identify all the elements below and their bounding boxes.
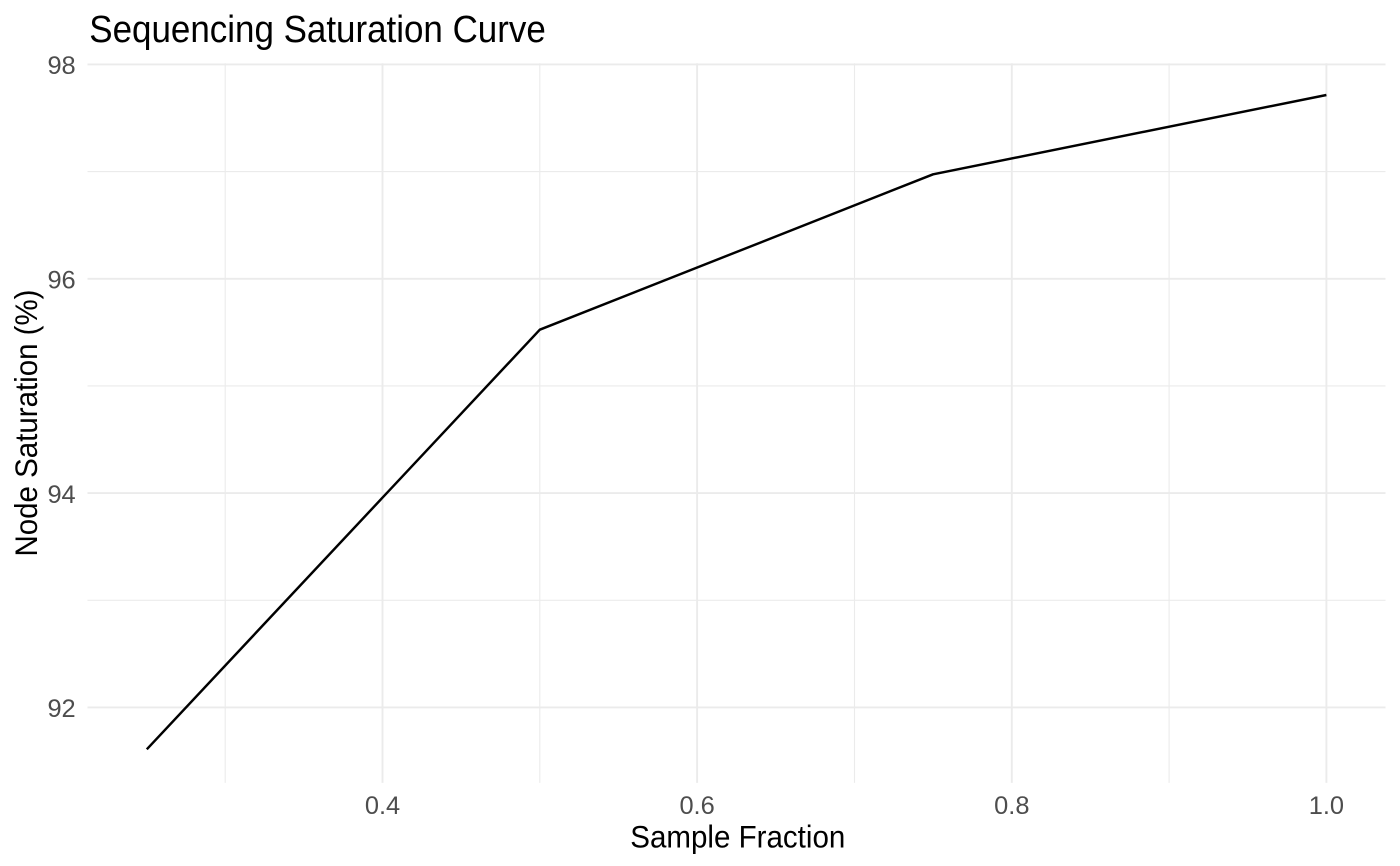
svg-text:96: 96 (47, 267, 75, 295)
svg-text:Sample Fraction: Sample Fraction (630, 819, 845, 855)
svg-text:Sequencing Saturation Curve: Sequencing Saturation Curve (89, 9, 546, 51)
svg-text:Node Saturation (%): Node Saturation (%) (8, 290, 44, 557)
svg-text:0.4: 0.4 (365, 792, 400, 820)
svg-text:94: 94 (47, 481, 75, 509)
svg-text:0.8: 0.8 (994, 792, 1029, 820)
svg-text:1.0: 1.0 (1309, 792, 1344, 820)
svg-text:0.6: 0.6 (679, 792, 714, 820)
svg-text:98: 98 (47, 52, 75, 80)
svg-text:92: 92 (47, 695, 75, 723)
